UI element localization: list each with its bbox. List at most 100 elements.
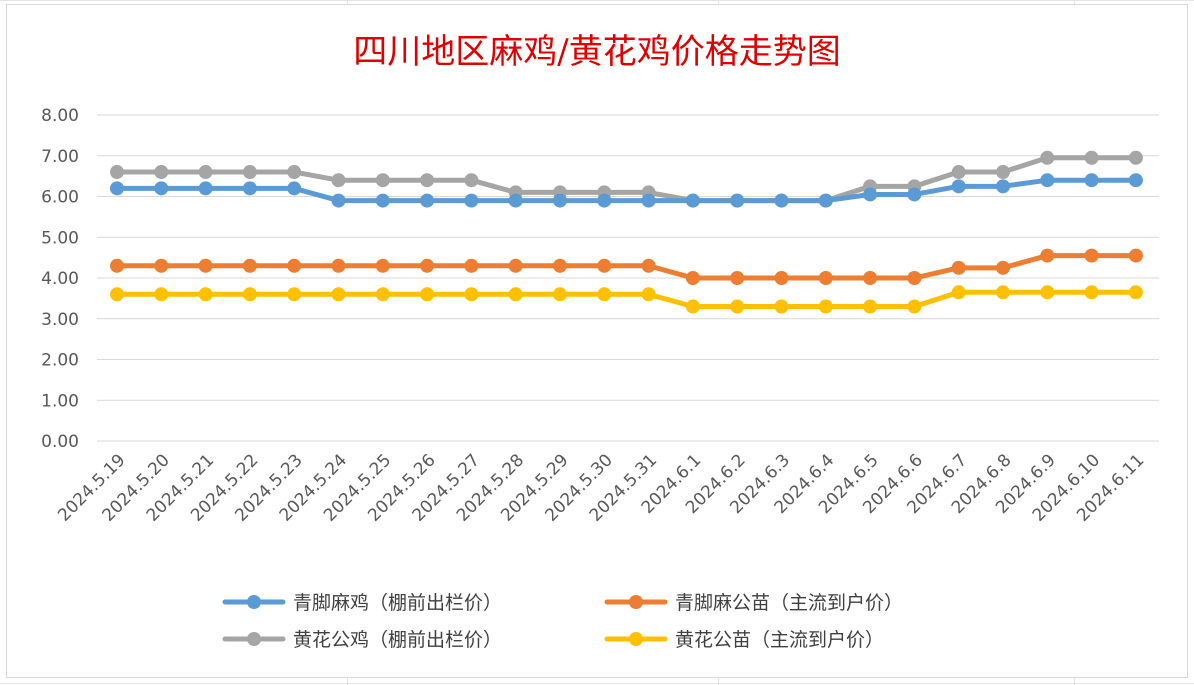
data-point xyxy=(1040,150,1055,165)
data-point xyxy=(1128,285,1143,300)
series-1 xyxy=(110,173,1143,208)
data-point xyxy=(287,258,302,273)
data-point xyxy=(597,193,612,208)
sheet-gridline xyxy=(0,683,1194,684)
data-point xyxy=(553,193,567,208)
data-point xyxy=(951,179,966,194)
data-point xyxy=(375,258,390,273)
y-tick-label: 1.00 xyxy=(41,391,79,411)
data-point xyxy=(641,287,656,302)
sheet-gridline xyxy=(1074,678,1075,685)
y-tick-label: 6.00 xyxy=(41,188,79,208)
data-point xyxy=(996,165,1010,180)
data-point xyxy=(242,165,257,180)
data-point xyxy=(331,287,346,302)
y-tick-label: 0.00 xyxy=(41,432,79,452)
legend-label: 青脚麻鸡（棚前出栏价） xyxy=(293,592,502,614)
y-tick-label: 3.00 xyxy=(41,310,79,330)
data-point xyxy=(951,285,966,300)
data-point xyxy=(641,193,656,208)
sheet-gridline xyxy=(718,0,719,4)
data-point xyxy=(154,165,169,180)
data-point xyxy=(863,187,878,202)
data-point xyxy=(818,193,833,208)
data-point xyxy=(1128,173,1143,188)
data-point xyxy=(863,271,878,285)
data-point xyxy=(685,271,700,285)
data-point xyxy=(110,258,124,273)
y-tick-label: 7.00 xyxy=(41,147,79,167)
legend-swatch-marker xyxy=(247,632,261,646)
data-point xyxy=(818,299,833,314)
data-point xyxy=(198,165,213,180)
data-point xyxy=(464,258,479,273)
sheet-gridline xyxy=(347,0,348,4)
data-point xyxy=(553,258,567,273)
data-point xyxy=(1040,285,1055,300)
data-point xyxy=(420,287,435,302)
sheet-gridline xyxy=(718,678,719,685)
data-point xyxy=(907,187,922,202)
legend-item: 黄花公苗（主流到户价） xyxy=(604,629,884,651)
legend-swatch-marker xyxy=(629,632,643,646)
data-point xyxy=(685,193,700,208)
data-point xyxy=(1128,248,1143,263)
legend-swatch-marker xyxy=(247,595,261,609)
series-lines xyxy=(110,150,1143,314)
legend-swatch-marker xyxy=(629,595,643,609)
data-point xyxy=(464,193,479,208)
data-point xyxy=(110,181,124,196)
series-line xyxy=(114,177,1139,204)
legend-item: 青脚麻公苗（主流到户价） xyxy=(604,592,903,614)
chart-object[interactable]: 四川地区麻鸡/黄花鸡价格走势图 0.00 1.00 2.00 3.00 4.00 5.00… xyxy=(6,4,1188,678)
data-point xyxy=(287,287,302,302)
data-point xyxy=(951,260,966,275)
series-line xyxy=(114,289,1139,310)
y-tick-label: 2.00 xyxy=(41,351,79,371)
data-point xyxy=(331,193,346,208)
data-point xyxy=(508,258,523,273)
data-point xyxy=(154,287,169,302)
price-trend-chart: 四川地区麻鸡/黄花鸡价格走势图 0.00 1.00 2.00 3.00 4.00 5.00… xyxy=(41,32,1159,651)
data-point xyxy=(730,299,745,314)
data-point xyxy=(375,287,390,302)
y-tick-label: 8.00 xyxy=(41,106,79,126)
data-point xyxy=(420,193,435,208)
chart-title: 四川地区麻鸡/黄花鸡价格走势图 xyxy=(353,32,840,72)
data-point xyxy=(774,271,789,285)
data-point xyxy=(464,173,479,188)
data-point xyxy=(154,258,169,273)
y-axis-tick-labels: 0.00 1.00 2.00 3.00 4.00 5.00 6.00 7.00 8.00 xyxy=(41,106,79,452)
series-3 xyxy=(110,150,1143,208)
y-tick-label: 5.00 xyxy=(41,228,79,248)
data-point xyxy=(110,165,124,180)
series-4 xyxy=(110,285,1143,314)
series-line xyxy=(114,155,1139,204)
y-tick-label: 4.00 xyxy=(41,269,79,289)
data-point xyxy=(198,258,213,273)
data-point xyxy=(907,271,922,285)
data-point xyxy=(110,287,124,302)
data-point xyxy=(641,258,656,273)
data-point xyxy=(685,299,700,314)
data-point xyxy=(597,287,612,302)
series-line xyxy=(114,253,1139,281)
data-point xyxy=(1084,150,1099,165)
data-point xyxy=(951,165,966,180)
data-point xyxy=(464,287,479,302)
data-point xyxy=(597,258,612,273)
data-point xyxy=(198,181,213,196)
legend-label: 黄花公苗（主流到户价） xyxy=(675,629,884,651)
data-point xyxy=(1084,248,1099,263)
sheet-gridline xyxy=(1074,0,1075,4)
data-point xyxy=(996,260,1010,275)
sheet-gridline xyxy=(0,0,1194,1)
legend-item: 青脚麻鸡（棚前出栏价） xyxy=(222,592,502,614)
data-point xyxy=(774,193,789,208)
data-point xyxy=(996,285,1010,300)
data-point xyxy=(774,299,789,314)
data-point xyxy=(420,173,435,188)
legend-item: 黄花公鸡（棚前出栏价） xyxy=(222,629,502,651)
data-point xyxy=(1040,173,1055,188)
